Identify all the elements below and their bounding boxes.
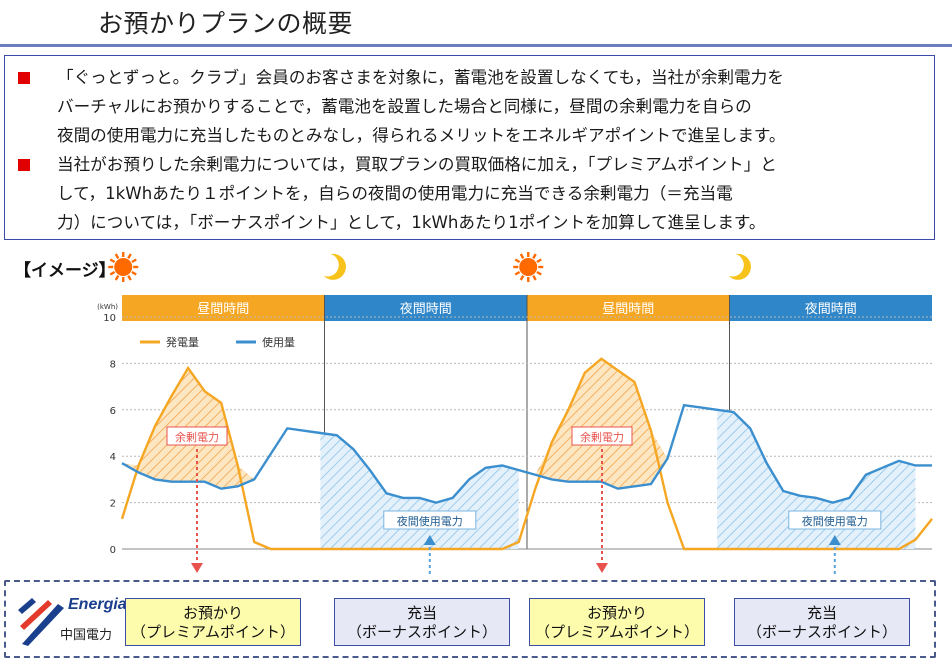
y-tick-label: 6 (110, 406, 116, 417)
night-usage-label-box (383, 510, 477, 530)
series-line-usage (121, 403, 932, 504)
arrow-down-icon (596, 563, 608, 573)
summary-box: 「ぐっとずっと。クラブ」会員のお客さまを対象に，蓄電池を設置しなくても，当社が余… (4, 55, 935, 240)
box-line: 充当 (806, 604, 837, 622)
bullet-item-2: 当社がお預りした余剰電力については，買取プランの買取価格に加え，「プレミアムポイ… (5, 150, 925, 237)
moon-icon (323, 253, 346, 280)
surplus-label-box (571, 426, 633, 446)
period-header-label: 夜間時間 (400, 302, 452, 317)
arrow-up-icon (828, 535, 841, 545)
bullet-line: して，1kWhあたり１ポイントを，自らの夜間の使用電力に充当できる余剰電力（＝充… (57, 184, 733, 203)
period-header-label: 昼間時間 (602, 302, 654, 317)
red-square-bullet-icon (18, 72, 30, 84)
allocation-bonus-box: 充当 （ボーナスポイント） (734, 598, 910, 646)
legend-label: 発電量 (166, 335, 199, 349)
bullet-line: 当社がお預りした余剰電力については，買取プランの買取価格に加え，「プレミアムポイ… (57, 155, 777, 174)
energia-logo-icon (18, 598, 64, 646)
box-line: （ボーナスポイント） (346, 623, 497, 641)
night-usage-area (320, 433, 519, 549)
box-line: （プレミアムポイント） (535, 623, 699, 641)
red-square-bullet-icon (18, 159, 30, 171)
title-divider (0, 44, 952, 47)
bullet-line: 「ぐっとずっと。クラブ」会員のお客さまを対象に，蓄電池を設置しなくても，当社が余… (57, 68, 784, 87)
box-line: （プレミアムポイント） (131, 623, 295, 641)
y-axis-unit: (kWh) (97, 303, 118, 311)
bullet-item-1: 「ぐっとずっと。クラブ」会員のお客さまを対象に，蓄電池を設置しなくても，当社が余… (5, 63, 925, 150)
bullet-line: 夜間の使用電力に充当したものとみなし，得られるメリットをエネルギアポイントで進呈… (57, 126, 786, 145)
chart-label: 【イメージ】 (14, 261, 116, 281)
legend-label: 使用量 (262, 336, 295, 349)
points-panel (4, 580, 936, 658)
box-line: 充当 (406, 604, 437, 622)
y-tick-label: 10 (103, 313, 116, 324)
brand-subtitle: 中国電力 (60, 628, 113, 643)
period-header-label: 夜間時間 (805, 302, 857, 317)
sun-icon (513, 252, 544, 282)
allocation-bonus-box: 充当 （ボーナスポイント） (334, 598, 510, 646)
box-line: お預かり (182, 604, 243, 622)
bullet-line: バーチャルにお預かりすることで，蓄電池を設置した場合と同様に，昼間の余剰電力を自… (57, 97, 752, 116)
surplus-label-box (166, 426, 228, 446)
deposit-premium-box: お預かり （プレミアムポイント） (125, 598, 301, 646)
y-tick-label: 8 (110, 359, 116, 370)
series-line-generation (120, 357, 933, 551)
surplus-label: 余剰電力 (580, 430, 624, 444)
y-tick-label: 0 (110, 545, 116, 556)
night-usage-label-box (788, 510, 882, 530)
arrow-down-icon (191, 563, 203, 573)
brand-logo-text: Energia (68, 596, 127, 613)
night-usage-label: 夜間使用電力 (802, 514, 868, 528)
box-line: お預かり (586, 604, 647, 622)
moon-icon (728, 253, 751, 280)
page-title: お預かりプランの概要 (98, 9, 354, 38)
arrow-up-icon (423, 535, 436, 545)
chart: 昼間時間 夜間時間 昼間時間 夜間時間 0 2 4 6 8 10 (kWh) 発電量 使用量余剰電力夜間… (97, 252, 933, 575)
surplus-label: 余剰電力 (175, 430, 219, 444)
period-header-label: 昼間時間 (197, 302, 249, 317)
night-usage-label: 夜間使用電力 (397, 514, 463, 528)
bullet-line: 力）については，「ボーナスポイント」として，1kWhあたり1ポイントを加算して進… (57, 213, 766, 232)
surplus-area (518, 358, 718, 489)
box-line: （ボーナスポイント） (746, 623, 897, 641)
y-tick-label: 4 (110, 452, 116, 463)
sun-icon (108, 252, 139, 282)
y-tick-label: 2 (110, 499, 116, 510)
deposit-premium-box: お預かり （プレミアムポイント） (529, 598, 705, 646)
